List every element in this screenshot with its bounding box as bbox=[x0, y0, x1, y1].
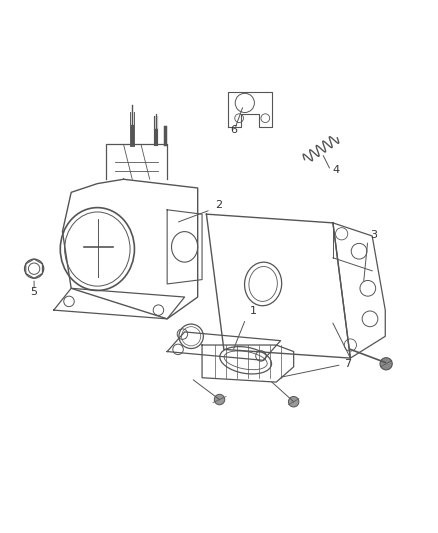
Text: 1: 1 bbox=[250, 306, 257, 317]
Circle shape bbox=[379, 358, 391, 370]
Circle shape bbox=[214, 394, 224, 405]
Text: 7: 7 bbox=[343, 359, 350, 369]
Text: 3: 3 bbox=[369, 230, 376, 240]
Text: 4: 4 bbox=[331, 165, 339, 175]
Circle shape bbox=[288, 397, 298, 407]
Text: 6: 6 bbox=[230, 125, 237, 135]
Text: 2: 2 bbox=[215, 200, 222, 209]
Text: 5: 5 bbox=[30, 287, 37, 297]
